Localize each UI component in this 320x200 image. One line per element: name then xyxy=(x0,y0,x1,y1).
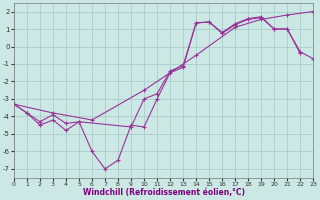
X-axis label: Windchill (Refroidissement éolien,°C): Windchill (Refroidissement éolien,°C) xyxy=(83,188,244,197)
